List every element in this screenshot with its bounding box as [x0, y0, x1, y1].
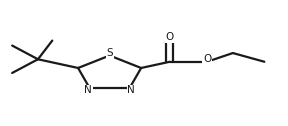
Text: O: O — [166, 33, 174, 42]
Text: S: S — [106, 48, 113, 58]
Text: N: N — [84, 85, 92, 95]
Text: N: N — [127, 85, 135, 95]
Text: O: O — [203, 54, 211, 64]
